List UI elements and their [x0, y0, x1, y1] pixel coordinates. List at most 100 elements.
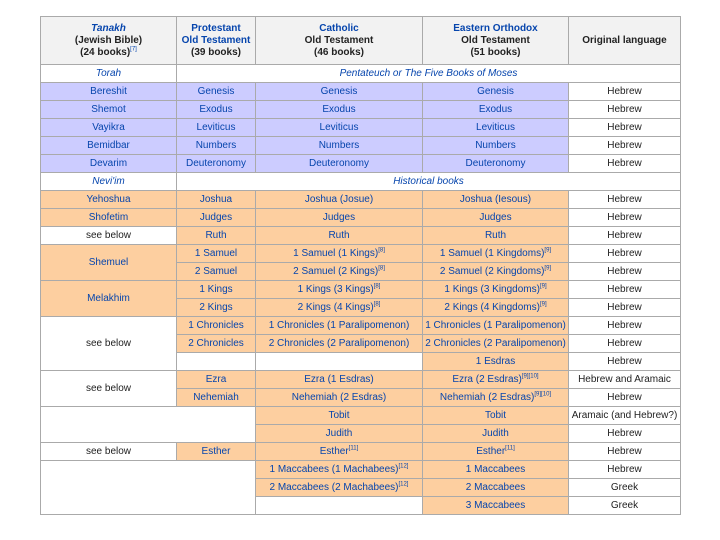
catholic-2-samuel[interactable]: 2 Samuel (2 Kings)	[293, 266, 379, 277]
protestant-ruth[interactable]: Ruth	[205, 230, 227, 241]
language-cell: Hebrew	[568, 280, 681, 299]
tanakh-yehoshua[interactable]: Yehoshua	[86, 194, 131, 205]
orthodox-3-maccabees[interactable]: 3 Maccabees	[465, 500, 526, 511]
header-orthodox-title[interactable]: Eastern Orthodox	[453, 22, 538, 34]
catholic-nehemiah[interactable]: Nehemiah (2 Esdras)	[291, 392, 387, 403]
ref-link[interactable]: [9]	[539, 301, 547, 308]
section-torah-link[interactable]: Torah	[95, 68, 122, 79]
protestant-esther[interactable]: Esther	[201, 446, 231, 457]
protestant-2-chronicles[interactable]: 2 Chronicles	[188, 338, 244, 349]
catholic-leviticus[interactable]: Leviticus	[319, 122, 359, 133]
catholic-1-samuel[interactable]: 1 Samuel (1 Kings)	[293, 248, 379, 259]
orthodox-exodus[interactable]: Exodus	[478, 104, 513, 115]
catholic-tobit[interactable]: Tobit	[328, 410, 350, 421]
header-protestant-title[interactable]: Protestant	[191, 22, 241, 34]
catholic-numbers[interactable]: Numbers	[318, 140, 360, 151]
protestant-ezra[interactable]: Ezra	[205, 374, 227, 385]
catholic-exodus[interactable]: Exodus	[322, 104, 356, 115]
ref-link[interactable]: [12]	[398, 463, 409, 470]
orthodox-1-esdras[interactable]: 1 Esdras	[475, 356, 516, 367]
catholic-genesis[interactable]: Genesis	[320, 86, 358, 97]
orthodox-deuteronomy[interactable]: Deuteronomy	[465, 158, 526, 169]
ref-link[interactable]: [11]	[505, 445, 515, 452]
protestant-1-samuel[interactable]: 1 Samuel	[194, 248, 238, 259]
catholic-judith[interactable]: Judith	[325, 428, 353, 439]
tanakh-bereshit[interactable]: Bereshit	[90, 86, 127, 97]
section-pentateuch-link[interactable]: Pentateuch or The Five Books of Moses	[339, 68, 518, 79]
protestant-2-samuel[interactable]: 2 Samuel	[194, 266, 238, 277]
catholic-ruth[interactable]: Ruth	[328, 230, 350, 241]
language-cell: Aramaic (and Hebrew?)	[568, 406, 681, 425]
protestant-deuteronomy[interactable]: Deuteronomy	[185, 158, 247, 169]
protestant-genesis[interactable]: Genesis	[197, 86, 235, 97]
orthodox-judith[interactable]: Judith	[482, 428, 509, 439]
catholic-1-kings[interactable]: 1 Kings (3 Kings)	[297, 284, 374, 295]
ref-link[interactable]: [9]	[544, 265, 552, 272]
protestant-numbers[interactable]: Numbers	[195, 140, 237, 151]
orthodox-tobit[interactable]: Tobit	[484, 410, 507, 421]
catholic-joshua[interactable]: Joshua (Josue)	[304, 194, 374, 205]
ref-link[interactable]: [9][10]	[534, 391, 552, 398]
tanakh-vayikra[interactable]: Vayikra	[92, 122, 125, 133]
orthodox-leviticus[interactable]: Leviticus	[476, 122, 515, 133]
header-catholic-title[interactable]: Catholic	[319, 22, 359, 34]
tanakh-melakhim[interactable]: Melakhim	[87, 293, 130, 304]
orthodox-nehemiah[interactable]: Nehemiah (2 Esdras)	[439, 392, 535, 403]
section-neviim-link[interactable]: Nevi'im	[92, 176, 125, 187]
tanakh-shemot[interactable]: Shemot	[91, 104, 126, 115]
orthodox-2-samuel[interactable]: 2 Samuel (2 Kingdoms)	[439, 266, 545, 277]
orthodox-judges[interactable]: Judges	[479, 212, 512, 223]
catholic-ezra[interactable]: Ezra (1 Esdras)	[304, 374, 374, 385]
ref-link[interactable]: [7]	[130, 46, 137, 53]
header-tanakh-title[interactable]: Tanakh	[91, 22, 126, 34]
orthodox-1-samuel[interactable]: 1 Samuel (1 Kingdoms)	[439, 248, 545, 259]
ref-link[interactable]: [12]	[398, 481, 409, 488]
protestant-2-kings[interactable]: 2 Kings	[199, 302, 233, 313]
catholic-judges[interactable]: Judges	[322, 212, 356, 223]
orthodox-ezra[interactable]: Ezra (2 Esdras)	[452, 374, 522, 385]
header-protestant: Protestant Old Testament (39 books)	[176, 16, 256, 65]
orthodox-genesis[interactable]: Genesis	[477, 86, 514, 97]
catholic-1-chronicles[interactable]: 1 Chronicles (1 Paralipomenon)	[268, 320, 410, 331]
tanakh-shofetim[interactable]: Shofetim	[88, 212, 129, 223]
catholic-2-chronicles[interactable]: 2 Chronicles (2 Paralipomenon)	[268, 338, 410, 349]
ref-link[interactable]: [8]	[378, 247, 385, 254]
orthodox-joshua[interactable]: Joshua (Iesous)	[459, 194, 532, 205]
catholic-1-maccabees[interactable]: 1 Maccabees (1 Machabees)	[269, 464, 399, 475]
catholic-2-maccabees[interactable]: 2 Maccabees (2 Machabees)	[269, 482, 399, 493]
orthodox-1-chronicles[interactable]: 1 Chronicles (1 Paralipomenon)	[425, 320, 566, 331]
protestant-leviticus[interactable]: Leviticus	[196, 122, 236, 133]
orthodox-1-maccabees[interactable]: 1 Maccabees	[465, 464, 526, 475]
header-tanakh-sub: (Jewish Bible)	[74, 34, 143, 46]
section-historical-link[interactable]: Historical books	[393, 176, 464, 187]
tanakh-shemuel[interactable]: Shemuel	[88, 257, 129, 268]
orthodox-2-maccabees[interactable]: 2 Maccabees	[465, 482, 526, 493]
protestant-exodus[interactable]: Exodus	[199, 104, 233, 115]
orthodox-1-kings[interactable]: 1 Kings (3 Kingdoms)	[444, 284, 540, 295]
tanakh-bemidbar[interactable]: Bemidbar	[87, 140, 130, 151]
ref-link[interactable]: [8]	[373, 301, 381, 308]
orthodox-esther[interactable]: Esther	[476, 446, 506, 457]
ref-link[interactable]: [8]	[373, 283, 381, 290]
ref-link[interactable]: [8]	[378, 265, 385, 272]
orthodox-numbers[interactable]: Numbers	[475, 140, 516, 151]
orthodox-ruth[interactable]: Ruth	[484, 230, 507, 241]
header-protestant-sub[interactable]: Old Testament	[181, 34, 251, 46]
see-below-text: see below	[40, 316, 177, 371]
catholic-2-kings[interactable]: 2 Kings (4 Kings)	[297, 302, 374, 313]
protestant-joshua[interactable]: Joshua	[199, 194, 233, 205]
orthodox-2-kings[interactable]: 2 Kings (4 Kingdoms)	[444, 302, 540, 313]
catholic-esther[interactable]: Esther	[319, 446, 349, 457]
ref-link[interactable]: [9][10]	[521, 373, 539, 380]
ref-link[interactable]: [9]	[539, 283, 547, 290]
protestant-nehemiah[interactable]: Nehemiah	[193, 392, 239, 403]
orthodox-2-chronicles[interactable]: 2 Chronicles (2 Paralipomenon)	[425, 338, 566, 349]
ref-link[interactable]: [9]	[544, 247, 552, 254]
tanakh-devarim[interactable]: Devarim	[89, 158, 128, 169]
protestant-judges[interactable]: Judges	[199, 212, 233, 223]
language-cell: Hebrew	[568, 100, 681, 119]
ref-link[interactable]: [11]	[348, 445, 359, 452]
protestant-1-chronicles[interactable]: 1 Chronicles	[188, 320, 244, 331]
protestant-1-kings[interactable]: 1 Kings	[199, 284, 233, 295]
catholic-deuteronomy[interactable]: Deuteronomy	[308, 158, 370, 169]
